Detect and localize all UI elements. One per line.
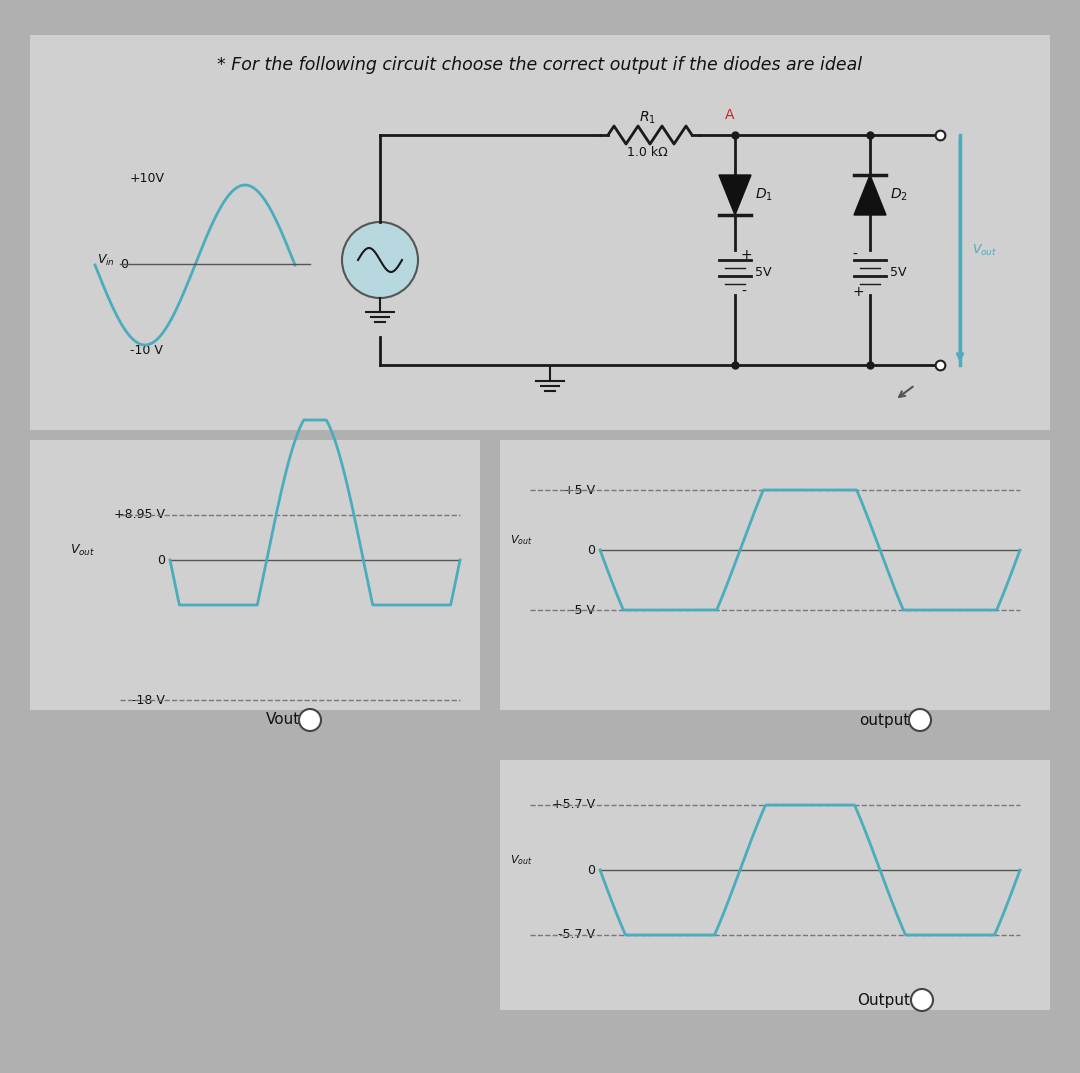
Text: A: A	[726, 108, 734, 122]
Text: 1.0 kΩ: 1.0 kΩ	[626, 147, 667, 160]
FancyBboxPatch shape	[500, 440, 1050, 710]
Text: +5 V: +5 V	[564, 484, 595, 497]
Text: -5 V: -5 V	[570, 603, 595, 617]
Text: 0: 0	[120, 258, 129, 270]
Text: $D_2$: $D_2$	[890, 187, 908, 203]
Text: 0: 0	[157, 554, 165, 567]
Text: * For the following circuit choose the correct output if the diodes are ideal: * For the following circuit choose the c…	[217, 56, 863, 74]
Text: +: +	[852, 285, 864, 299]
Text: $V_{out}$: $V_{out}$	[510, 853, 532, 867]
Text: 5V: 5V	[755, 265, 771, 279]
Text: 5V: 5V	[890, 265, 906, 279]
Text: $V_{in}$: $V_{in}$	[97, 252, 114, 267]
Text: $V_{out}$: $V_{out}$	[70, 543, 95, 558]
Text: -: -	[741, 285, 746, 299]
Text: +5.7 V: +5.7 V	[552, 798, 595, 811]
Text: $D_1$: $D_1$	[755, 187, 773, 203]
Circle shape	[342, 222, 418, 298]
Text: -10 V: -10 V	[130, 343, 163, 356]
Text: $V_{out}$: $V_{out}$	[972, 242, 997, 258]
FancyBboxPatch shape	[30, 440, 480, 710]
Text: -18 V: -18 V	[132, 693, 165, 706]
Circle shape	[909, 709, 931, 731]
Text: +8.95 V: +8.95 V	[114, 509, 165, 521]
Text: +10V: +10V	[130, 172, 165, 185]
Text: output: output	[860, 712, 910, 727]
Circle shape	[299, 709, 321, 731]
Text: $R_1$: $R_1$	[638, 109, 656, 127]
Text: 0: 0	[588, 864, 595, 877]
Text: Vout: Vout	[266, 712, 300, 727]
Text: -: -	[852, 248, 856, 262]
Polygon shape	[719, 175, 751, 215]
FancyBboxPatch shape	[30, 35, 1050, 430]
Polygon shape	[854, 175, 886, 215]
FancyBboxPatch shape	[500, 760, 1050, 1010]
Text: Output: Output	[858, 993, 910, 1008]
Text: +: +	[741, 248, 753, 262]
Text: 0: 0	[588, 544, 595, 557]
Text: $V_{out}$: $V_{out}$	[510, 533, 532, 547]
Text: -5.7 V: -5.7 V	[558, 928, 595, 941]
Circle shape	[912, 989, 933, 1011]
